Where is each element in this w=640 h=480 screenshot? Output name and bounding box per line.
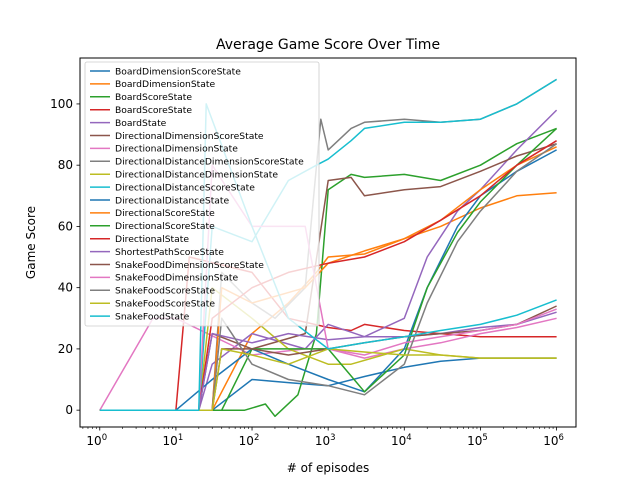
y-tick-label: 40: [58, 281, 73, 295]
series-line-14: [99, 311, 557, 411]
x-tick-label: 106: [543, 433, 564, 448]
series-line-2: [99, 127, 557, 418]
x-tick-label: 102: [239, 433, 260, 448]
series-line-13: [99, 140, 557, 411]
legend-label: DirectionalState: [115, 234, 189, 245]
y-axis-ticks: 0 20 40 60 80 100: [50, 97, 80, 417]
legend-label: SnakeFoodScoreState: [115, 286, 215, 297]
legend-label: SnakeFoodScoreState: [115, 299, 215, 310]
legend-label: DirectionalScoreState: [115, 221, 215, 232]
legend-label: DirectionalDistanceDimensionState: [115, 170, 278, 181]
legend-label: DirectionalScoreState: [115, 208, 215, 219]
legend: BoardDimensionScoreState BoardDimensionSt…: [84, 61, 320, 327]
x-tick-label: 104: [391, 433, 412, 448]
legend-label: DirectionalDimensionState: [115, 144, 238, 155]
x-axis-label: # of episodes: [287, 461, 369, 475]
series-line-18: [99, 348, 557, 411]
x-tick-label: 101: [163, 433, 184, 448]
legend-label: SnakeFoodState: [115, 311, 190, 322]
y-tick-label: 0: [65, 403, 73, 417]
legend-label: SnakeFoodDimensionState: [115, 273, 238, 284]
legend-label: BoardScoreState: [115, 92, 192, 103]
y-tick-label: 80: [58, 158, 73, 172]
legend-label: BoardState: [115, 118, 167, 129]
legend-label: SnakeFoodDimensionScoreState: [115, 260, 264, 271]
x-tick-label: 105: [467, 433, 488, 448]
legend-label: DirectionalDistanceDimensionScoreState: [115, 157, 304, 168]
y-tick-label: 20: [58, 342, 73, 356]
chart-title: Average Game Score Over Time: [216, 37, 440, 53]
legend-label: BoardScoreState: [115, 105, 192, 116]
x-axis-ticks: 100 101 102 103 104 105 106: [82, 427, 564, 448]
series-line-12: [99, 127, 558, 411]
legend-box: [84, 61, 320, 327]
x-tick-label: 103: [315, 433, 336, 448]
legend-label: DirectionalDistanceScoreState: [115, 182, 255, 193]
y-tick-label: 100: [50, 97, 73, 111]
legend-label: BoardDimensionScoreState: [115, 66, 241, 77]
legend-label: DirectionalDistanceState: [115, 195, 230, 206]
legend-label: BoardDimensionState: [115, 79, 216, 90]
y-tick-label: 60: [58, 219, 73, 233]
legend-label: DirectionalDimensionScoreState: [115, 131, 264, 142]
x-tick-label: 100: [86, 433, 107, 448]
y-axis-label: Game Score: [24, 206, 38, 279]
legend-label: ShortestPathScoreState: [115, 247, 224, 258]
